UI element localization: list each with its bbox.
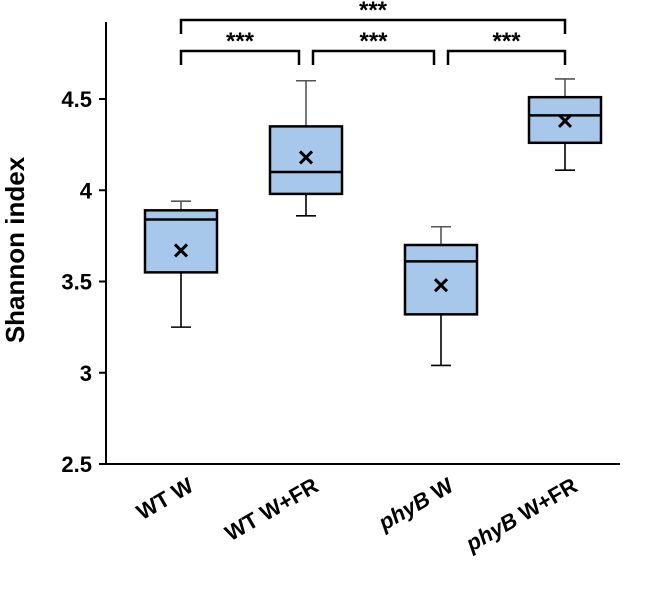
significance-bracket-1 <box>311 49 436 65</box>
x-tick-label-text-1: WT W+FR <box>221 473 323 546</box>
x-tick-label-1: WT W+FR <box>221 473 323 546</box>
y-tick-label-2: 3.5 <box>61 270 92 295</box>
mean-marker-b-2 <box>433 278 449 293</box>
significance-label-2: *** <box>492 28 521 55</box>
x-tick-label-2: phyB W <box>373 473 457 536</box>
y-axis-title: Shannon index <box>0 156 30 343</box>
y-tick-label-3: 4 <box>80 178 93 203</box>
box-1 <box>268 125 344 196</box>
x-tick-label-0: WT W <box>132 473 198 525</box>
significance-bracket-0 <box>179 49 301 65</box>
mean-marker-b-1 <box>298 150 314 165</box>
y-tick-label-0: 2.5 <box>61 452 92 477</box>
x-tick-label-text-3: W+FR <box>509 473 581 529</box>
significance-label-0: *** <box>226 28 255 55</box>
significance-label-3: *** <box>359 0 388 24</box>
y-tick-label-4: 4.5 <box>61 87 92 112</box>
significance-bracket-2 <box>446 49 567 65</box>
significance-label-1: *** <box>359 28 388 55</box>
mean-marker-b-0 <box>173 243 189 258</box>
x-tick-label-3: phyB W+FR <box>461 473 582 557</box>
box-2 <box>403 243 479 316</box>
significance-bracket-3 <box>179 18 567 34</box>
y-tick-label-1: 3 <box>80 361 92 386</box>
mean-marker-b-3 <box>557 113 573 128</box>
x-tick-label-text-0: WT W <box>132 473 198 525</box>
